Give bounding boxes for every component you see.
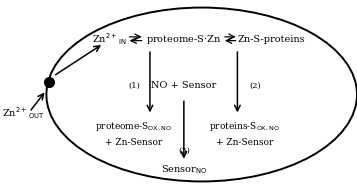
Text: Zn$^{2+}$$_{\rm IN}$: Zn$^{2+}$$_{\rm IN}$	[91, 32, 126, 47]
Text: Zn$^{2+}$$_{\rm OUT}$: Zn$^{2+}$$_{\rm OUT}$	[2, 106, 45, 121]
Text: proteome-S$_{\rm OX,NO}$: proteome-S$_{\rm OX,NO}$	[95, 120, 172, 133]
Text: (2): (2)	[250, 82, 261, 90]
Text: + Zn-Sensor: + Zn-Sensor	[105, 138, 162, 147]
Text: (3): (3)	[178, 147, 190, 155]
Text: NO + Sensor: NO + Sensor	[151, 81, 216, 91]
Text: proteins-S$_{\rm OX,NO}$: proteins-S$_{\rm OX,NO}$	[209, 120, 280, 133]
Text: Zn-S-proteins: Zn-S-proteins	[237, 35, 305, 44]
Text: proteome-S$\cdot$Zn: proteome-S$\cdot$Zn	[146, 33, 221, 46]
Text: (1): (1)	[128, 82, 140, 90]
Text: + Zn-Sensor: + Zn-Sensor	[216, 138, 273, 147]
Text: Sensor$_{\rm NO}$: Sensor$_{\rm NO}$	[161, 164, 207, 177]
